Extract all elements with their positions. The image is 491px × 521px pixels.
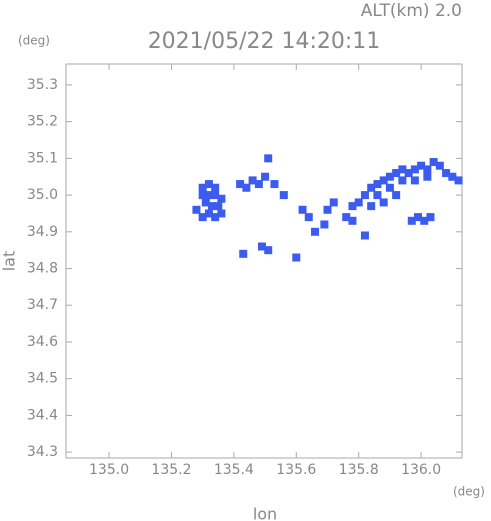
echo-point [236, 180, 245, 189]
echo-point [211, 183, 220, 192]
echo-point [417, 161, 426, 170]
echo-point [379, 198, 388, 207]
echo-point [348, 216, 357, 225]
echo-point [292, 253, 301, 262]
echo-point [248, 176, 257, 185]
y-unit: (deg) [18, 34, 50, 48]
echo-point [239, 249, 248, 258]
echo-point [211, 191, 220, 200]
echo-point [214, 202, 223, 211]
y-tick-label: 34.8 [27, 261, 58, 277]
y-tick-label: 34.5 [27, 371, 58, 387]
y-axis-label: lat [0, 251, 19, 272]
y-tick-label: 34.7 [27, 297, 58, 313]
x-tick-label: 135.4 [214, 462, 254, 478]
echo-point [348, 202, 357, 211]
echo-point [398, 176, 407, 185]
y-tick-label: 34.6 [27, 334, 58, 350]
echo-point [404, 169, 413, 178]
echo-point [448, 172, 457, 181]
echo-point [367, 202, 376, 211]
echo-point [410, 165, 419, 174]
echo-point [354, 198, 363, 207]
echo-point [392, 169, 401, 178]
echo-point [360, 191, 369, 200]
echo-point [198, 191, 207, 200]
echo-point [373, 191, 382, 200]
x-axis-label: lon [253, 505, 277, 521]
x-tick-label: 135.6 [276, 462, 316, 478]
echo-point [414, 213, 422, 222]
y-tick-label: 35.2 [27, 114, 58, 130]
echo-point [204, 209, 213, 218]
echo-point [204, 191, 213, 200]
echo-point [329, 198, 338, 207]
plot-frame [65, 63, 463, 459]
echo-point [379, 176, 388, 185]
echo-point [360, 231, 369, 240]
echo-point [392, 191, 401, 200]
echo-point [264, 246, 273, 255]
y-tick-label: 35.0 [27, 187, 58, 203]
echo-point [385, 183, 394, 192]
echo-point [192, 205, 201, 214]
echo-point [198, 183, 207, 192]
echo-point [198, 213, 207, 222]
echo-point [429, 158, 438, 167]
echo-point [242, 183, 251, 192]
echo-point [320, 220, 329, 229]
y-tick-label: 34.3 [27, 444, 58, 460]
echo-point [423, 172, 432, 181]
echo-point [426, 213, 435, 222]
y-tick-label: 35.1 [27, 150, 58, 166]
echo-point [423, 165, 432, 174]
chart-title: 2021/05/22 14:20:11 [148, 29, 381, 54]
echo-point [270, 180, 279, 189]
x-tick-label: 135.2 [151, 462, 191, 478]
echo-point [398, 165, 407, 174]
echo-point [435, 161, 444, 170]
y-tick-label: 35.3 [27, 77, 58, 93]
x-tick-label: 135.8 [339, 462, 379, 478]
echo-point [442, 169, 451, 178]
x-tick-label: 136.0 [401, 462, 441, 478]
echo-point [342, 213, 351, 222]
echo-point [385, 172, 394, 181]
echo-point [298, 205, 307, 214]
y-tick-label: 34.9 [27, 224, 58, 240]
echo-point [208, 202, 217, 211]
echo-point [323, 205, 332, 214]
altitude: ALT(km) 2.0 [361, 1, 462, 21]
echo-point [410, 176, 419, 185]
echo-point [407, 216, 416, 225]
x-unit: (deg) [453, 485, 485, 499]
echo-point [373, 180, 382, 189]
echo-point [257, 242, 266, 251]
echo-point [261, 172, 270, 181]
echo-point [254, 180, 263, 189]
echo-point [304, 213, 313, 222]
echo-point [279, 191, 288, 200]
echo-point [264, 154, 273, 163]
echo-point [420, 216, 429, 225]
echo-point [201, 198, 210, 207]
echo-point [217, 209, 226, 218]
echo-point [204, 180, 213, 189]
echo-point [367, 183, 376, 192]
echo-point [311, 227, 320, 236]
echo-point [454, 176, 463, 185]
x-tick-label: 135.0 [89, 462, 129, 478]
echo-point [211, 213, 220, 222]
echo-point [217, 194, 226, 203]
y-tick-label: 34.4 [27, 407, 58, 423]
